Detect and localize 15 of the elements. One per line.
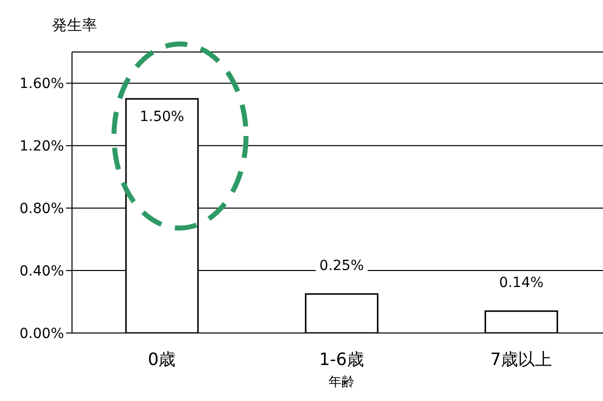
data-label: 0.14% xyxy=(499,275,544,292)
y-axis-title: 発生率 xyxy=(52,16,97,35)
x-tick-label: 1-6歳 xyxy=(319,350,364,370)
y-tick-label: 0.40% xyxy=(20,264,64,280)
x-tick-label: 7歳以上 xyxy=(490,350,552,370)
x-axis-title: 年齢 xyxy=(328,375,354,390)
y-tick-label: 1.20% xyxy=(20,138,64,155)
bar xyxy=(304,293,378,333)
y-tick-label: 1.60% xyxy=(20,76,64,92)
bar xyxy=(484,310,558,333)
data-label: 0.25% xyxy=(319,258,364,274)
x-tick-label: 0歳 xyxy=(148,350,176,370)
y-tick-label: 0.00% xyxy=(20,326,64,342)
data-label: 1.50% xyxy=(140,108,184,125)
y-tick-label: 0.80% xyxy=(20,201,64,218)
